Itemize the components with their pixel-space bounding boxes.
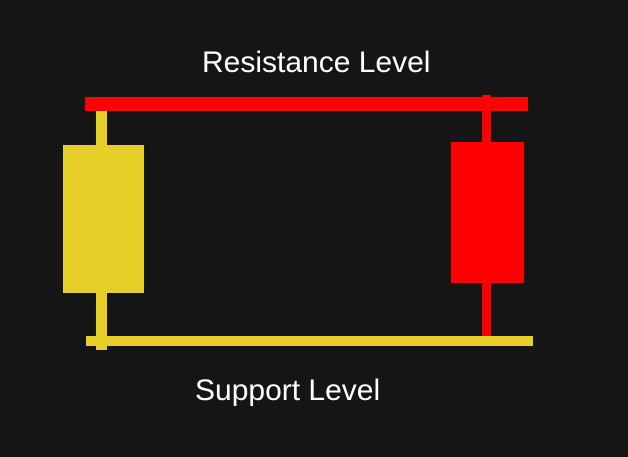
support-level-label: Support Level [195,374,381,407]
left-candle-body [63,145,144,293]
right-candle-body [451,142,524,283]
left-candle-lower-wick [96,293,107,350]
left-candle-upper-wick [96,111,107,145]
resistance-level-label: Resistance Level [202,46,431,79]
resistance-line [85,97,528,111]
right-candle-upper-wick [482,95,491,142]
support-line [86,336,533,346]
left-candle [63,111,144,350]
right-candle [451,95,524,336]
right-candle-lower-wick [482,283,491,336]
